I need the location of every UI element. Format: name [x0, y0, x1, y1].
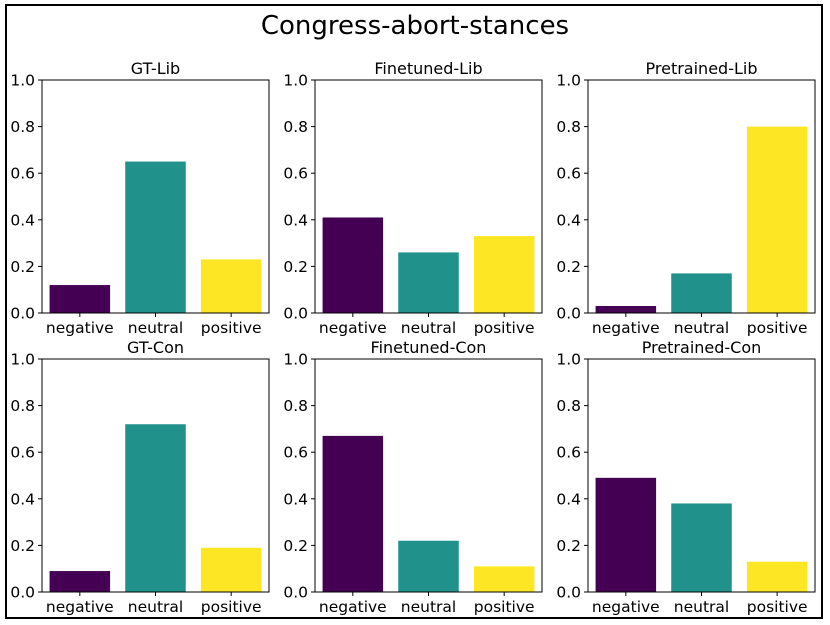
y-tick-label: 0.0: [283, 305, 308, 323]
x-tick-label: negative: [592, 598, 660, 616]
bar-neutral: [671, 503, 732, 592]
bar-negative: [595, 477, 657, 592]
x-tick-label: neutral: [674, 319, 729, 337]
y-tick-label: 0.8: [10, 118, 35, 136]
y-tick-label: 0.0: [556, 305, 581, 323]
subplot-1: GT-Lib negative neutral positive 0.0 0.2 0.4 0.…: [10, 59, 270, 337]
y-tick-label: 0.6: [283, 444, 308, 462]
subplot-3: Pretrained-Lib negative neutral positive 0.0…: [556, 59, 816, 337]
figure-suptitle: Congress-abort-stances: [261, 11, 569, 41]
bar-negative: [595, 306, 657, 313]
x-tick-label: positive: [474, 319, 535, 337]
bar-neutral: [398, 540, 459, 592]
bar-positive: [200, 547, 262, 592]
x-tick-label: negative: [592, 319, 660, 337]
bar-negative: [49, 571, 111, 592]
x-tick-label: positive: [474, 598, 535, 616]
y-tick-label: 0.8: [556, 118, 581, 136]
bar-neutral: [398, 252, 459, 313]
subplot-6: Pretrained-Con negative neutral positive 0.0…: [556, 338, 816, 616]
bar-positive: [746, 561, 808, 592]
y-tick-label: 0.2: [10, 258, 35, 276]
subplot-4: GT-Con negative neutral positive 0.0 0.2 0.4 0.…: [10, 338, 270, 616]
bar-neutral: [125, 161, 186, 313]
subplot-title: Pretrained-Lib: [646, 59, 758, 78]
subplot-2: Finetuned-Lib negative neutral positive 0.0 0…: [283, 59, 543, 337]
y-tick-label: 0.4: [10, 211, 35, 229]
y-tick-label: 0.6: [556, 444, 581, 462]
x-tick-label: negative: [46, 319, 114, 337]
axes-frame: [587, 358, 816, 593]
bar-negative: [322, 435, 384, 592]
x-tick-label: negative: [319, 319, 387, 337]
x-tick-label: neutral: [401, 598, 456, 616]
x-tick-label: negative: [319, 598, 387, 616]
x-tick-label: negative: [46, 598, 114, 616]
y-tick-label: 0.0: [283, 584, 308, 602]
subplot-title: Pretrained-Con: [642, 338, 762, 357]
y-tick-label: 0.6: [10, 165, 35, 183]
x-tick-label: positive: [201, 598, 262, 616]
subplot-title: Finetuned-Lib: [374, 59, 482, 78]
axes-frame: [587, 79, 816, 314]
y-tick-label: 0.4: [556, 490, 581, 508]
y-tick-label: 1.0: [10, 72, 35, 90]
y-tick-label: 0.2: [556, 258, 581, 276]
y-tick-label: 1.0: [283, 72, 308, 90]
x-tick-label: neutral: [128, 598, 183, 616]
y-tick-label: 0.2: [10, 537, 35, 555]
x-tick-label: positive: [747, 598, 808, 616]
subplot-5: Finetuned-Con negative neutral positive 0.0 0…: [283, 338, 543, 616]
x-tick-label: neutral: [128, 319, 183, 337]
y-tick-label: 0.6: [283, 165, 308, 183]
y-tick-label: 0.0: [10, 584, 35, 602]
bar-negative: [322, 217, 384, 313]
y-tick-label: 1.0: [283, 351, 308, 369]
bar-negative: [49, 285, 111, 313]
y-tick-label: 0.4: [556, 211, 581, 229]
x-tick-label: neutral: [674, 598, 729, 616]
subplot-title: Finetuned-Con: [371, 338, 487, 357]
y-tick-label: 0.4: [283, 211, 308, 229]
y-tick-label: 0.6: [10, 444, 35, 462]
bar-positive: [473, 236, 535, 313]
bar-neutral: [125, 424, 186, 592]
y-tick-label: 0.0: [10, 305, 35, 323]
bar-neutral: [671, 273, 732, 313]
x-tick-label: positive: [747, 319, 808, 337]
axes-frame: [314, 79, 543, 314]
y-tick-label: 0.4: [283, 490, 308, 508]
y-tick-label: 0.8: [283, 397, 308, 415]
bar-positive: [473, 566, 535, 592]
axes-frame: [41, 358, 270, 593]
axes-frame: [314, 358, 543, 593]
y-tick-label: 0.8: [556, 397, 581, 415]
x-tick-label: neutral: [401, 319, 456, 337]
x-tick-label: positive: [201, 319, 262, 337]
y-tick-label: 0.8: [10, 397, 35, 415]
y-tick-label: 1.0: [10, 351, 35, 369]
subplot-title: GT-Con: [127, 338, 184, 357]
y-tick-label: 1.0: [556, 72, 581, 90]
y-tick-label: 0.2: [283, 537, 308, 555]
y-tick-label: 0.0: [556, 584, 581, 602]
bar-positive: [200, 259, 262, 313]
y-tick-label: 0.2: [283, 258, 308, 276]
y-tick-label: 0.6: [556, 165, 581, 183]
subplot-title: GT-Lib: [131, 59, 180, 78]
axes-frame: [41, 79, 270, 314]
y-tick-label: 0.8: [283, 118, 308, 136]
y-tick-label: 1.0: [556, 351, 581, 369]
y-tick-label: 0.4: [10, 490, 35, 508]
y-tick-label: 0.2: [556, 537, 581, 555]
bar-positive: [746, 126, 808, 313]
